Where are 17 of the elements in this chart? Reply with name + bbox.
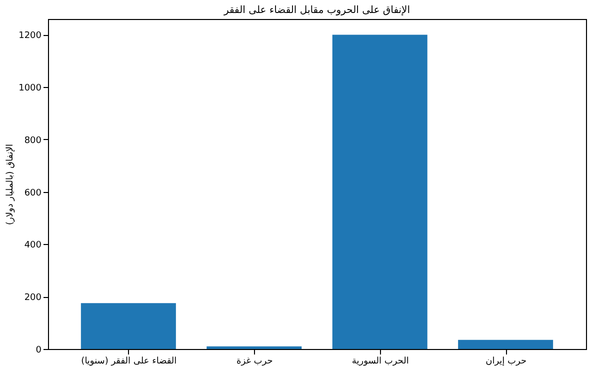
x-tick-label: حرب غزة <box>236 356 273 366</box>
bar <box>332 34 428 349</box>
bar <box>80 303 176 349</box>
y-tick-label: 600 <box>24 188 42 198</box>
bar <box>206 346 302 349</box>
y-tick-label: 200 <box>24 293 42 304</box>
chart-title: الإنفاق على الحروب مقابل القضاء على الفقر <box>222 5 410 16</box>
y-tick-label: 1200 <box>18 31 42 42</box>
y-tick-label: 1000 <box>18 84 42 94</box>
x-tick-label: حرب إيران <box>486 356 527 366</box>
x-tick-label: القضاء على الفقر (سنويا) <box>81 356 177 366</box>
y-tick-label: 800 <box>24 136 42 146</box>
bar <box>458 340 554 349</box>
y-tick-label: 0 <box>36 346 42 356</box>
y-axis-title: الإنفاق (بالمليار دولار) <box>6 144 16 225</box>
y-tick-label: 400 <box>24 240 42 251</box>
x-tick-label: الحرب السورية <box>352 356 409 366</box>
